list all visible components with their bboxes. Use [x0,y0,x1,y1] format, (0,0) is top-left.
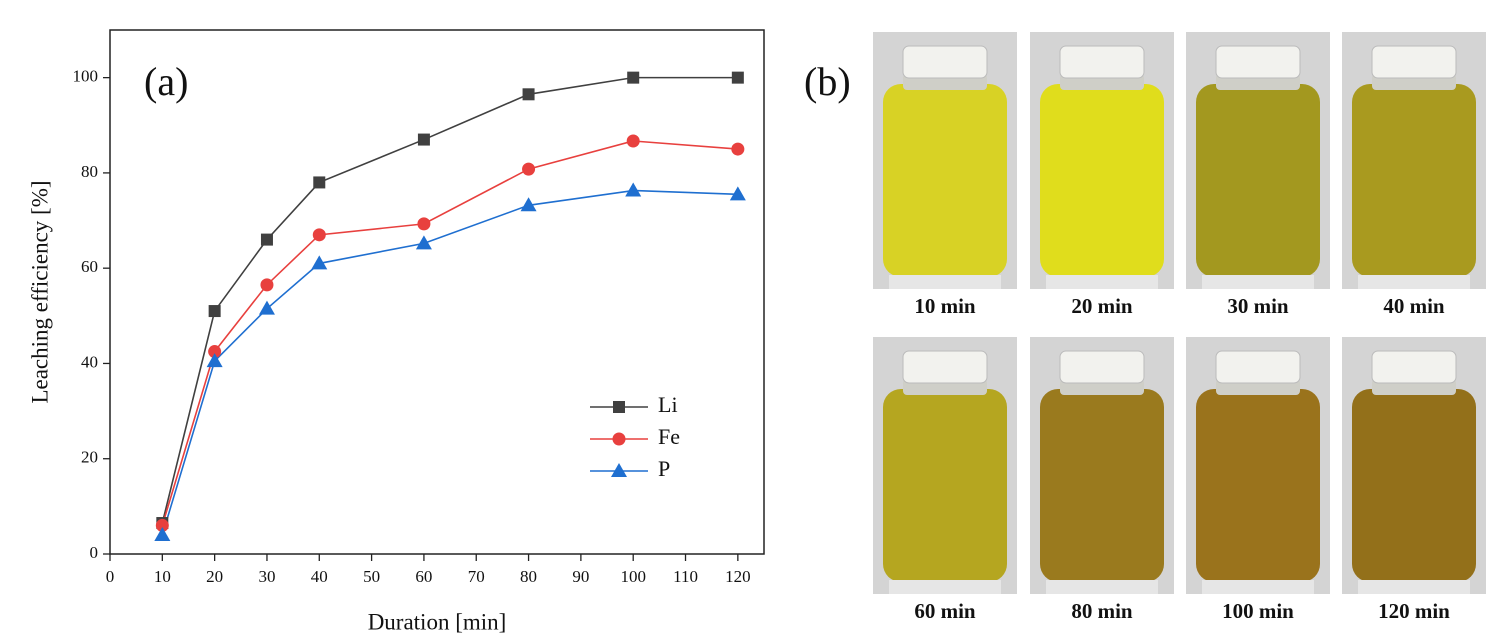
marker [417,217,431,231]
bottle-body [1040,389,1164,582]
x-tick-label: 90 [572,567,589,586]
x-tick-label: 70 [468,567,485,586]
bottle-cap [1059,45,1145,79]
bottle-base [1202,580,1314,594]
x-tick-label: 50 [363,567,380,586]
y-tick-label: 100 [73,67,99,86]
marker [260,278,274,292]
marker [415,235,432,250]
photo-caption: 80 min [1071,599,1133,623]
marker [260,233,273,246]
x-tick-label: 120 [725,567,751,586]
bottle-base [1358,580,1470,594]
bottle-body [1196,389,1320,582]
legend-marker [611,463,627,477]
bottle-base [1046,580,1158,594]
marker [311,255,328,270]
marker [312,228,326,242]
marker [729,186,746,201]
y-tick-label: 20 [81,448,98,467]
photo [1030,337,1174,594]
photo-caption: 10 min [914,294,976,318]
bottle-base [1358,275,1470,289]
x-tick-label: 110 [673,567,698,586]
series-line [161,140,738,526]
photo [873,32,1017,289]
marker [522,162,536,176]
marker [208,305,221,318]
photo [1030,32,1174,289]
x-tick-label: 10 [154,567,171,586]
photo-caption: 40 min [1383,294,1445,318]
legend-label: Fe [658,424,680,449]
marker [154,526,171,541]
bottle-body [1352,389,1476,582]
marker [258,300,275,315]
photo-caption: 60 min [914,599,976,623]
marker [417,133,430,146]
marker [522,88,535,101]
panel-label: (a) [144,59,188,104]
marker [626,134,640,148]
y-tick-label: 0 [90,543,99,562]
marker [731,71,744,84]
bottle-cap [1059,350,1145,384]
y-axis-label: Leaching efficiency [%] [27,180,52,403]
photo-caption: 20 min [1071,294,1133,318]
bottle-cap [902,350,988,384]
photo [1186,32,1330,289]
legend-marker [612,432,626,446]
x-axis-label: Duration [min] [368,609,507,634]
photo [1342,337,1486,594]
x-tick-label: 60 [415,567,432,586]
photo [1186,337,1330,594]
marker [520,197,537,212]
series-line [161,189,738,536]
legend-label: P [658,456,670,481]
marker [625,182,642,197]
y-tick-label: 40 [81,352,98,371]
legend-label: Li [658,392,678,417]
marker [627,71,640,84]
bottle-body [883,84,1007,277]
photo [1342,32,1486,289]
x-tick-label: 20 [206,567,223,586]
photo [873,337,1017,594]
series-line [161,76,738,524]
photo-caption: 30 min [1227,294,1289,318]
bottle-cap [1371,350,1457,384]
bottle-cap [1215,350,1301,384]
x-tick-label: 0 [106,567,115,586]
bottle-cap [1215,45,1301,79]
x-tick-label: 80 [520,567,537,586]
plot-frame [109,29,765,555]
x-tick-label: 100 [620,567,646,586]
bottle-base [889,275,1001,289]
bottle-base [1202,275,1314,289]
bottle-base [889,580,1001,594]
bottle-cap [1371,45,1457,79]
bottle-cap [902,45,988,79]
photo-caption: 100 min [1222,599,1294,623]
legend-marker [613,401,625,413]
bottle-body [883,389,1007,582]
y-tick-label: 60 [81,257,98,276]
bottle-body [1352,84,1476,277]
x-tick-label: 40 [311,567,328,586]
y-tick-label: 80 [81,162,98,181]
marker [208,345,222,359]
marker [155,518,169,532]
bottle-base [1046,275,1158,289]
panel-label: (b) [804,59,851,104]
marker [206,353,223,368]
photo-caption: 120 min [1378,599,1450,623]
x-tick-label: 30 [258,567,275,586]
bottle-body [1196,84,1320,277]
marker [731,142,745,156]
marker [313,176,326,189]
bottle-body [1040,84,1164,277]
